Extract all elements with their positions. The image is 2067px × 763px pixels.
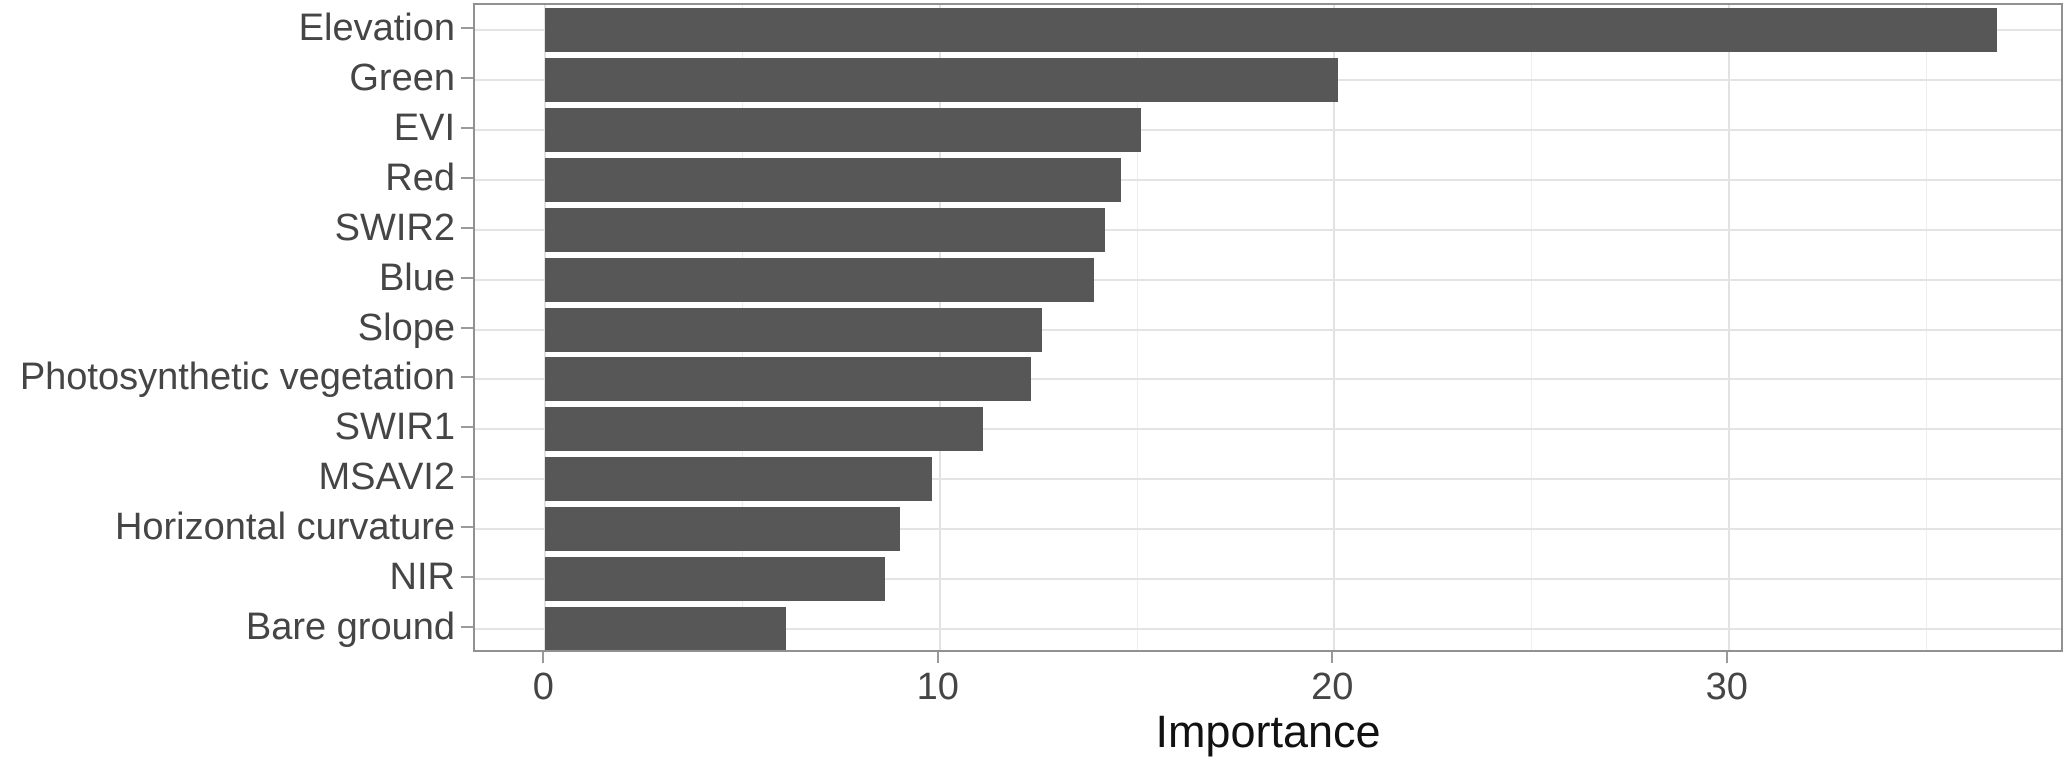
bar-photosynthetic-vegetation xyxy=(545,357,1031,402)
y-axis-label: Elevation xyxy=(298,6,455,49)
x-axis-title: Importance xyxy=(1155,706,1381,757)
bar-msavi2 xyxy=(545,457,932,502)
y-axis-label: SWIR1 xyxy=(334,406,455,449)
row-gridline xyxy=(475,328,2061,331)
row-gridline xyxy=(475,428,2061,431)
major-gridline xyxy=(1727,5,1730,650)
y-axis-label: Blue xyxy=(378,256,455,299)
bar-swir1 xyxy=(545,407,984,452)
y-axis-label: MSAVI2 xyxy=(318,456,455,499)
y-axis-tick xyxy=(461,576,473,579)
bar-swir2 xyxy=(545,207,1106,252)
bar-green xyxy=(545,57,1339,102)
row-gridline xyxy=(475,528,2061,531)
plot-panel xyxy=(473,3,2063,652)
y-axis-label: Slope xyxy=(357,306,455,349)
y-axis-label: EVI xyxy=(393,106,455,149)
x-axis-tick xyxy=(542,652,545,663)
row-gridline xyxy=(475,128,2061,131)
y-axis-tick xyxy=(461,426,473,429)
major-gridline xyxy=(1333,5,1336,650)
y-axis-tick xyxy=(461,276,473,279)
row-gridline xyxy=(475,378,2061,381)
bar-evi xyxy=(545,107,1141,152)
row-gridline xyxy=(475,278,2061,281)
bar-blue xyxy=(545,257,1094,302)
minor-gridline xyxy=(1136,5,1138,650)
y-axis-tick xyxy=(461,376,473,379)
row-gridline xyxy=(475,628,2061,631)
x-axis-tick xyxy=(936,652,939,663)
y-axis-label: NIR xyxy=(389,556,455,599)
y-axis-tick xyxy=(461,626,473,629)
y-axis-tick xyxy=(461,76,473,79)
y-axis-tick xyxy=(461,126,473,129)
y-axis-tick xyxy=(461,26,473,29)
y-axis-tick xyxy=(461,526,473,529)
bar-slope xyxy=(545,307,1043,352)
x-axis-tick-label: 10 xyxy=(916,666,959,708)
y-axis-tick xyxy=(461,326,473,329)
bar-horizontal-curvature xyxy=(545,507,901,552)
minor-gridline xyxy=(1531,5,1533,650)
x-axis-tick-label: 20 xyxy=(1311,666,1354,708)
y-axis-label: Horizontal curvature xyxy=(114,506,455,549)
bar-elevation xyxy=(545,7,1998,52)
y-axis-tick xyxy=(461,176,473,179)
bar-bare-ground xyxy=(545,607,786,650)
y-axis-tick xyxy=(461,226,473,229)
x-axis-tick xyxy=(1725,652,1728,663)
row-gridline xyxy=(475,228,2061,231)
minor-gridline xyxy=(1925,5,1927,650)
x-axis-tick-label: 30 xyxy=(1705,666,1748,708)
row-gridline xyxy=(475,478,2061,481)
y-axis-label: Green xyxy=(349,56,455,99)
y-axis-label: Bare ground xyxy=(245,606,455,649)
bar-nir xyxy=(545,557,885,602)
row-gridline xyxy=(475,178,2061,181)
y-axis-label: SWIR2 xyxy=(334,206,455,249)
y-axis-label: Photosynthetic vegetation xyxy=(19,356,455,399)
y-axis-label: Red xyxy=(385,156,455,199)
bar-red xyxy=(545,157,1122,202)
y-axis-tick xyxy=(461,476,473,479)
x-axis-tick xyxy=(1331,652,1334,663)
row-gridline xyxy=(475,578,2061,581)
x-axis-tick-label: 0 xyxy=(532,666,554,708)
